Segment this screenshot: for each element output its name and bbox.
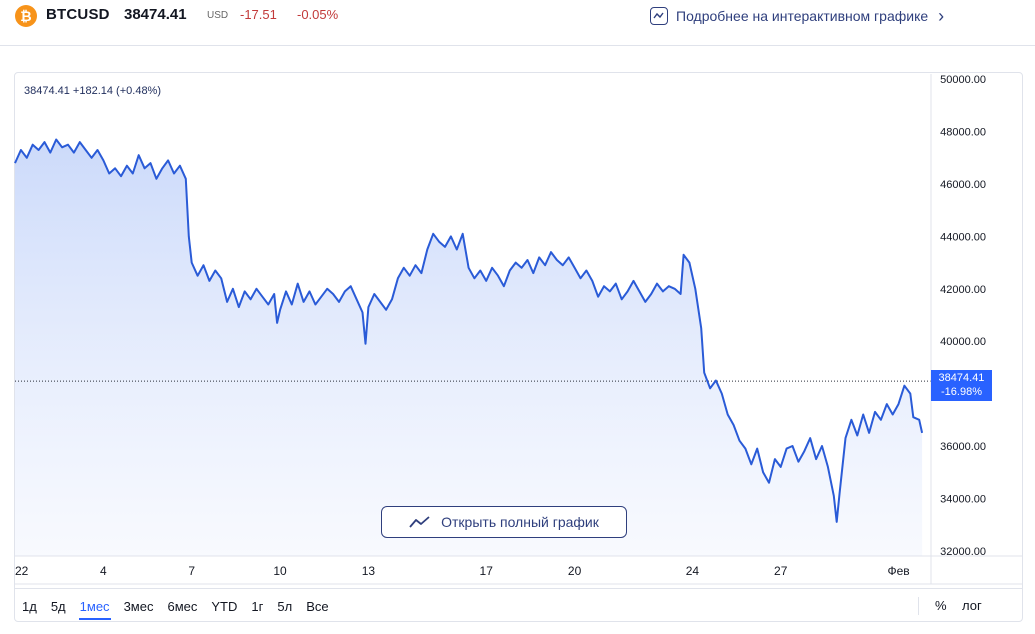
range-button[interactable]: 6мес	[167, 598, 198, 614]
symbol-name[interactable]: BTCUSD	[46, 6, 110, 23]
interactive-chart-link-label: Подробнее на интерактивном графике	[676, 8, 929, 24]
bitcoin-icon: ₿	[15, 5, 37, 27]
header-divider	[0, 45, 1035, 46]
time-tick-label: 7	[188, 564, 195, 578]
price-axis: 50000.00 48000.00 46000.00 44000.00 42000.00…	[930, 74, 986, 584]
range-button[interactable]: Все	[306, 598, 329, 614]
percent-toggle[interactable]: %	[935, 598, 947, 613]
time-tick-label: 10	[273, 564, 287, 578]
last-price-percent: -16.98%	[941, 386, 982, 398]
symbol-header: ₿ BTCUSD 38474.41 USD -17.51 -0.05% Подр…	[0, 0, 1035, 34]
price-change: -17.51	[240, 7, 277, 22]
price-tick-label: 44000.00	[940, 231, 986, 243]
time-tick-label: 20	[568, 564, 582, 578]
time-tick-label: 17	[480, 564, 494, 578]
interactive-chart-link[interactable]: Подробнее на интерактивном графике ›	[650, 4, 944, 28]
price-tick-label: 40000.00	[940, 336, 986, 348]
current-price: 38474.41	[124, 6, 187, 23]
range-buttons: 1д 5д 1мес 3мес 6мес YTD 1г 5л Все	[15, 589, 336, 623]
chart-line-icon	[650, 7, 668, 25]
last-price-tag: 38474.41 -16.98%	[931, 370, 992, 401]
toolbar-divider	[918, 597, 919, 615]
log-toggle[interactable]: лог	[962, 598, 982, 613]
open-full-chart-button[interactable]: Открыть полный график	[381, 506, 627, 538]
time-tick-label: 22	[15, 564, 29, 578]
last-price-value: 38474.41	[938, 372, 985, 384]
time-tick-label: 27	[774, 564, 788, 578]
price-tick-label: 50000.00	[940, 74, 986, 86]
chart-legend: 38474.41 +182.14 (+0.48%)	[24, 85, 162, 97]
time-tick-label: Фев	[887, 564, 909, 578]
price-tick-label: 34000.00	[940, 493, 986, 505]
open-full-chart-label: Открыть полный график	[441, 514, 599, 530]
price-tick-label: 32000.00	[940, 546, 986, 558]
chart-frame	[14, 72, 1023, 622]
range-button[interactable]: 1мес	[73, 599, 117, 620]
price-tick-label: 46000.00	[940, 179, 986, 191]
time-tick-label: 4	[100, 564, 107, 578]
time-tick-label: 13	[362, 564, 376, 578]
trend-icon	[409, 516, 430, 528]
time-axis: 22 4 7 10 13 17 20 24 27 Фев	[15, 555, 1022, 585]
range-button[interactable]: YTD	[211, 598, 238, 614]
price-tick-label: 36000.00	[940, 441, 986, 453]
range-button[interactable]: 1г	[251, 598, 264, 614]
price-line	[14, 138, 924, 523]
range-button[interactable]: 3мес	[123, 598, 154, 614]
price-tick-label: 42000.00	[940, 284, 986, 296]
chevron-right-icon: ›	[938, 5, 945, 26]
range-button[interactable]: 5д	[50, 598, 66, 614]
range-button[interactable]: 1д	[22, 598, 37, 614]
range-button[interactable]: 5л	[277, 598, 293, 614]
currency-label: USD	[207, 10, 229, 21]
time-tick-label: 24	[686, 564, 700, 578]
price-area-fill	[15, 139, 923, 556]
price-change-percent: -0.05%	[297, 7, 339, 22]
price-tick-label: 48000.00	[940, 127, 986, 139]
range-toolbar: 1д 5д 1мес 3мес 6мес YTD 1г 5л Все % лог	[15, 588, 1022, 623]
